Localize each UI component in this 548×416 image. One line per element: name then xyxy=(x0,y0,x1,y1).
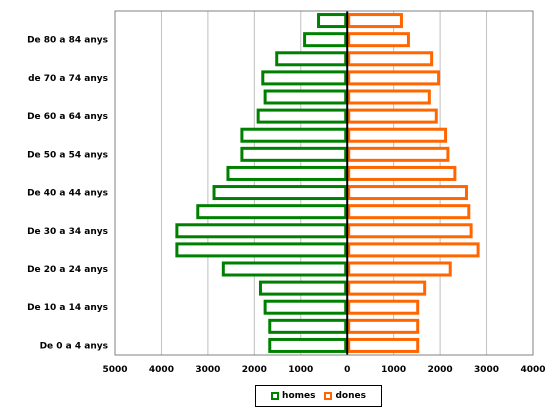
y-tick-label: De 50 a 54 anys xyxy=(27,150,108,160)
bar-dones xyxy=(347,299,420,315)
bar-homes xyxy=(196,204,348,220)
legend-item-homes: homes xyxy=(271,391,315,401)
y-tick-label: De 80 a 84 anys xyxy=(27,36,108,46)
bar-dones xyxy=(347,108,438,124)
bar-homes xyxy=(240,127,348,143)
bar-homes xyxy=(221,261,348,277)
plot-frame xyxy=(114,10,534,356)
bar-dones xyxy=(347,204,471,220)
bar-homes xyxy=(261,70,348,86)
bar-dones xyxy=(347,51,434,67)
bar-homes xyxy=(256,108,348,124)
x-tick-label: 3000 xyxy=(474,365,499,375)
bar-dones xyxy=(347,318,420,334)
bar-dones xyxy=(347,280,427,296)
bar-dones xyxy=(347,70,441,86)
bar-homes xyxy=(263,89,348,105)
bar-dones xyxy=(347,89,431,105)
bar-homes xyxy=(303,32,348,48)
legend-swatch-homes xyxy=(271,392,280,400)
legend-swatch-dones xyxy=(324,392,333,400)
legend-item-dones: dones xyxy=(324,391,366,401)
x-tick-label: 3000 xyxy=(195,365,220,375)
bar-dones xyxy=(347,337,420,353)
bar-homes xyxy=(258,280,348,296)
x-tick-label: 2000 xyxy=(242,365,267,375)
bar-homes xyxy=(212,185,348,201)
bar-dones xyxy=(347,146,450,162)
bar-dones xyxy=(347,165,457,181)
x-axis-labels: 5000 4000 3000 2000 1000 0 1000 2000 3000 4000 xyxy=(102,365,545,375)
bar-homes xyxy=(226,165,348,181)
bar-dones xyxy=(347,185,468,201)
x-tick-label: 1000 xyxy=(288,365,313,375)
y-tick-label: De 30 a 34 anys xyxy=(27,227,108,237)
bar-homes xyxy=(317,13,348,29)
x-tick-label: 0 xyxy=(344,365,350,375)
y-tick-label: De 20 a 24 anys xyxy=(27,265,108,275)
x-tick-label: 4000 xyxy=(520,365,545,375)
x-tick-label: 5000 xyxy=(102,365,127,375)
y-tick-label: De 60 a 64 anys xyxy=(27,112,108,122)
legend-label-dones: dones xyxy=(335,391,366,401)
legend-label-homes: homes xyxy=(282,391,316,401)
bar-dones xyxy=(347,242,480,258)
bar-dones xyxy=(347,32,410,48)
x-tick-label: 4000 xyxy=(149,365,174,375)
bar-homes xyxy=(263,299,348,315)
y-axis-labels: De 0 a 4 anys De 10 a 14 anys De 20 a 24 a… xyxy=(27,36,108,352)
x-tick-label: 2000 xyxy=(428,365,453,375)
y-tick-label: de 70 a 74 anys xyxy=(28,74,108,84)
bar-homes xyxy=(275,51,348,67)
bar-dones xyxy=(347,261,452,277)
bar-homes xyxy=(268,337,348,353)
y-tick-label: De 10 a 14 anys xyxy=(27,303,108,313)
bar-homes xyxy=(175,223,348,239)
bar-homes xyxy=(175,242,348,258)
bars xyxy=(175,13,480,353)
x-tick-label: 1000 xyxy=(381,365,406,375)
y-tick-label: De 0 a 4 anys xyxy=(40,341,108,351)
bar-homes xyxy=(268,318,348,334)
bar-homes xyxy=(240,146,348,162)
legend: homes dones xyxy=(255,385,382,407)
bar-dones xyxy=(347,223,473,239)
bar-dones xyxy=(347,127,448,143)
y-tick-label: De 40 a 44 anys xyxy=(27,189,108,199)
bar-dones xyxy=(347,13,403,29)
